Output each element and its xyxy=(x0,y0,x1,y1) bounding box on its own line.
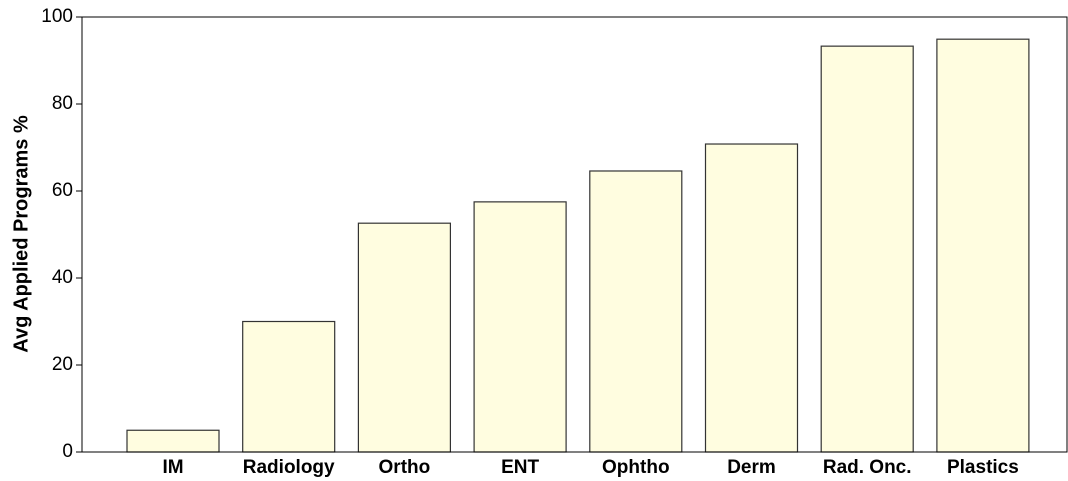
y-tick-label: 40 xyxy=(52,267,73,288)
bar xyxy=(704,143,799,453)
x-tick-label: ENT xyxy=(501,457,539,478)
y-tick-label: 0 xyxy=(62,441,73,462)
y-tick-label: 20 xyxy=(52,354,73,375)
y-tick-label: 60 xyxy=(52,180,73,201)
bar xyxy=(820,45,914,453)
bar xyxy=(936,38,1030,453)
x-tick-label: Ophtho xyxy=(602,457,670,478)
bar xyxy=(473,201,567,453)
x-tick-label: IM xyxy=(162,457,183,478)
axes-frame xyxy=(81,16,1068,453)
bar xyxy=(589,170,683,453)
bar xyxy=(357,222,451,453)
y-tick-label: 100 xyxy=(41,6,73,27)
bar xyxy=(126,429,220,453)
x-tick-label: Rad. Onc. xyxy=(823,457,912,478)
x-tick-label: Plastics xyxy=(947,457,1019,478)
x-tick-label: Radiology xyxy=(243,457,335,478)
bar xyxy=(242,320,336,453)
y-axis-label: Avg Applied Programs % xyxy=(10,115,32,353)
x-tick-label: Ortho xyxy=(379,457,431,478)
y-tick-label: 80 xyxy=(52,93,73,114)
x-tick-label: Derm xyxy=(727,457,776,478)
